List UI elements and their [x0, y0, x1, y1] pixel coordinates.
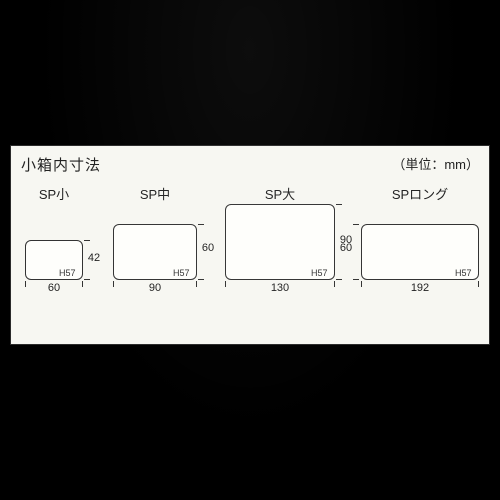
- box-label: SP小: [25, 184, 83, 203]
- height-dim: 60: [199, 242, 217, 254]
- dim-tick: [353, 224, 359, 225]
- dim-tick: [84, 279, 90, 280]
- depth-label: H57: [173, 268, 190, 278]
- dim-tick: [353, 279, 359, 280]
- dim-tick: [198, 224, 204, 225]
- unit-label: （単位：mm）: [392, 154, 479, 173]
- height-dim: 42: [85, 252, 103, 264]
- box-label: SPロング: [361, 184, 479, 203]
- width-dim: 90: [113, 282, 197, 294]
- box-label: SP大: [225, 184, 335, 203]
- box-label: SP中: [113, 184, 197, 203]
- dim-tick: [336, 204, 342, 205]
- width-dim: 192: [361, 282, 479, 294]
- card-title: 小箱内寸法: [21, 154, 101, 175]
- depth-label: H57: [59, 268, 76, 278]
- height-dim: 60: [337, 242, 355, 254]
- width-dim: 60: [25, 282, 83, 294]
- dim-tick: [198, 279, 204, 280]
- depth-label: H57: [455, 268, 472, 278]
- dimension-card: 小箱内寸法 （単位：mm） SP小 H57 60 42 SP中 H: [10, 145, 490, 345]
- width-dim: 130: [225, 282, 335, 294]
- dim-tick: [84, 240, 90, 241]
- boxes-row: SP小 H57 60 42 SP中 H57 90: [11, 184, 489, 334]
- dim-tick: [336, 279, 342, 280]
- depth-label: H57: [311, 268, 328, 278]
- photo-background: 小箱内寸法 （単位：mm） SP小 H57 60 42 SP中 H: [0, 0, 500, 500]
